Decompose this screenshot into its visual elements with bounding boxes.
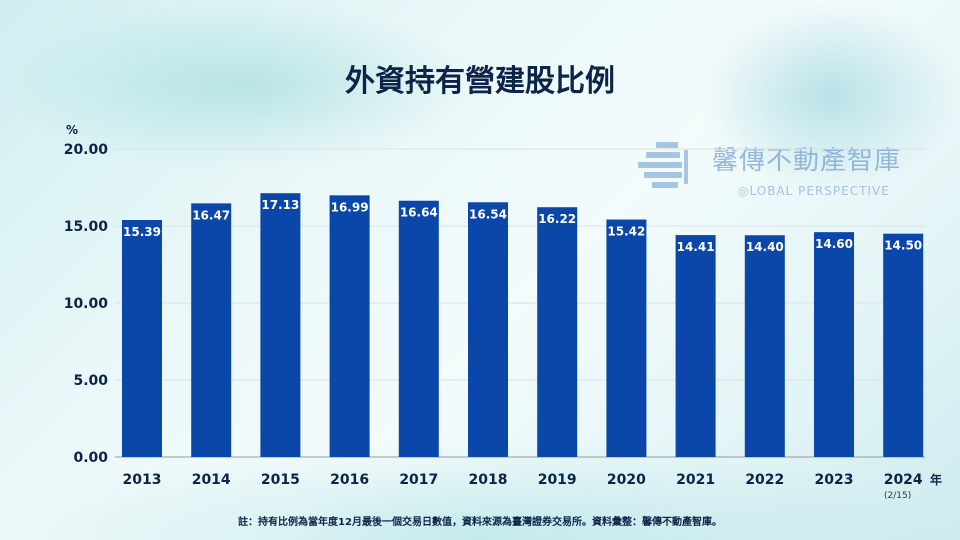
background-blob [700, 0, 960, 190]
bar [191, 203, 232, 457]
x-tick-label: 2014 [192, 472, 231, 488]
brand-logo: 馨傳不動產智庫 ◎LOBAL PERSPECTIVE [638, 138, 908, 208]
y-tick-label: 15.00 [64, 219, 109, 235]
bar [329, 195, 370, 457]
x-axis-unit: 年 [930, 472, 942, 487]
x-tick-label: 2019 [538, 472, 577, 488]
x-tick-label: 2015 [261, 472, 300, 488]
x-tick-label: 2016 [330, 472, 369, 488]
data-label: 16.64 [400, 206, 438, 220]
y-tick-label: 0.00 [73, 450, 108, 466]
x-tick-label: 2024 [884, 472, 923, 488]
x-tick-label: 2020 [607, 472, 646, 488]
bar [675, 235, 716, 457]
y-tick-label: 10.00 [64, 296, 109, 312]
bar [398, 200, 439, 457]
bar [744, 235, 785, 457]
bar [260, 193, 301, 457]
x-tick-label: 2022 [745, 472, 784, 488]
bar [606, 219, 647, 457]
x-category-note: (2/15) [884, 491, 912, 501]
logo-english-text: ◎LOBAL PERSPECTIVE [738, 184, 890, 198]
data-label: 14.50 [884, 239, 922, 253]
y-tick-label: 5.00 [73, 373, 108, 389]
x-tick-label: 2023 [815, 472, 854, 488]
data-label: 16.54 [469, 207, 507, 221]
x-tick-label: 2018 [469, 472, 508, 488]
x-tick-label: 2017 [399, 472, 438, 488]
y-axis-unit: % [66, 123, 78, 137]
globe-logo-icon [638, 142, 698, 194]
data-label: 14.60 [815, 237, 853, 251]
bar [883, 233, 924, 457]
bar [537, 207, 578, 457]
data-label: 15.39 [123, 225, 161, 239]
bar [468, 202, 508, 457]
logo-chinese-text: 馨傳不動產智庫 [712, 146, 902, 176]
bar [122, 219, 162, 457]
x-tick-label: 2021 [676, 472, 715, 488]
data-label: 14.41 [677, 240, 715, 254]
data-label: 14.40 [746, 240, 784, 254]
chart-title: 外資持有營建股比例 [345, 64, 615, 99]
data-label: 15.42 [607, 225, 645, 239]
footnote: 註：持有比例為當年度12月最後一個交易日數值，資料來源為臺灣證券交易所。資料彙整… [238, 517, 722, 528]
data-label: 16.22 [538, 212, 576, 226]
x-tick-label: 2013 [123, 472, 162, 488]
background-blob [0, 0, 480, 170]
bar [814, 232, 854, 457]
data-label: 16.99 [331, 200, 369, 214]
data-label: 16.47 [192, 208, 230, 222]
data-label: 17.13 [261, 198, 299, 212]
y-tick-label: 20.00 [64, 142, 109, 158]
